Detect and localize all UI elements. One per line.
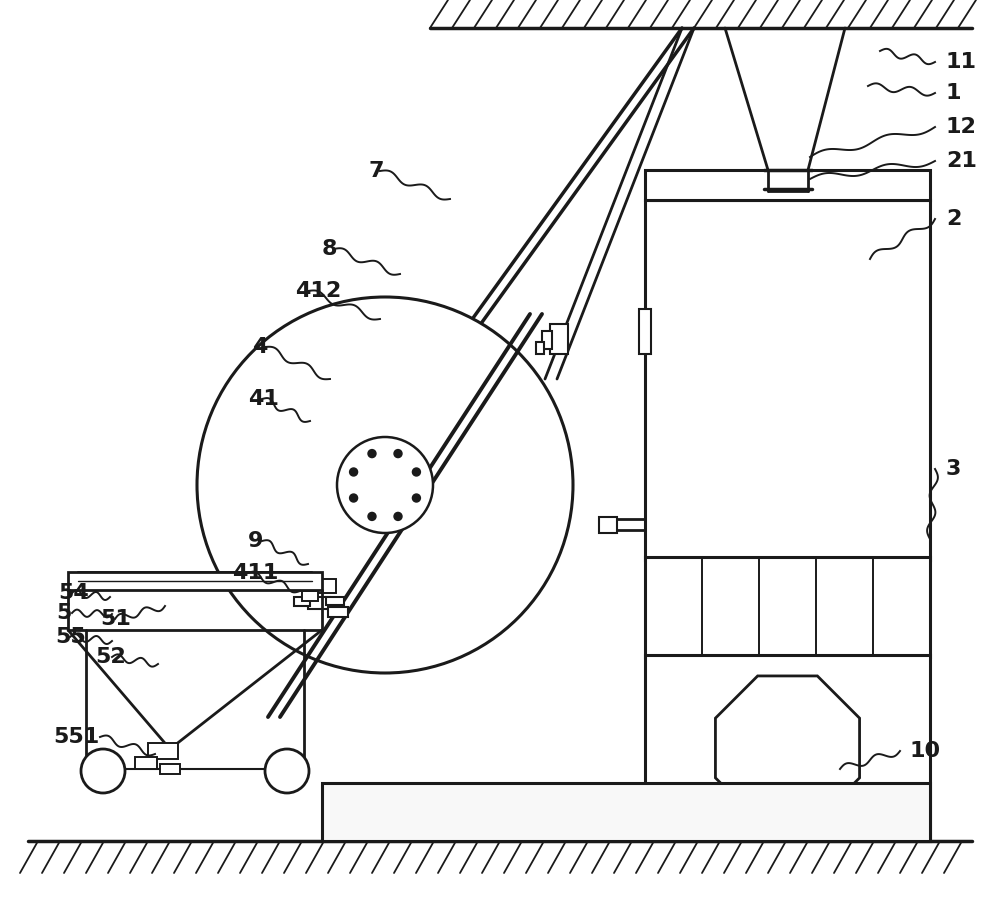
Bar	[326, 597, 344, 605]
Bar	[68, 572, 322, 590]
Circle shape	[350, 468, 358, 476]
Bar	[645, 170, 930, 200]
Text: 7: 7	[368, 161, 384, 181]
Text: 411: 411	[232, 563, 278, 583]
Circle shape	[350, 494, 358, 502]
Circle shape	[368, 450, 376, 457]
Circle shape	[265, 749, 309, 793]
Circle shape	[394, 450, 402, 457]
Bar	[536, 342, 544, 354]
Polygon shape	[715, 676, 860, 820]
Bar	[148, 743, 178, 759]
Text: 412: 412	[295, 281, 341, 301]
Circle shape	[394, 513, 402, 521]
Text: 54: 54	[58, 583, 89, 603]
Bar	[645, 200, 930, 560]
Text: 51: 51	[100, 609, 131, 629]
Bar	[160, 764, 180, 774]
Bar	[294, 597, 310, 606]
Text: 55: 55	[55, 627, 86, 647]
Text: 2: 2	[946, 209, 961, 229]
Bar	[302, 591, 318, 601]
Text: 12: 12	[946, 117, 977, 137]
Bar	[542, 331, 552, 349]
Text: 4: 4	[252, 337, 267, 357]
Bar	[645, 557, 930, 657]
Circle shape	[81, 749, 125, 793]
Text: 3: 3	[946, 459, 961, 479]
Bar	[322, 783, 930, 841]
Bar	[328, 607, 348, 617]
Circle shape	[337, 437, 433, 533]
Text: 1: 1	[946, 83, 962, 103]
Text: 9: 9	[248, 531, 263, 551]
Text: 52: 52	[95, 647, 126, 667]
Text: 41: 41	[248, 389, 279, 409]
Circle shape	[412, 494, 420, 502]
Circle shape	[368, 513, 376, 521]
Bar	[550, 324, 568, 354]
Text: 8: 8	[322, 239, 338, 259]
Bar	[135, 757, 157, 769]
Bar	[316, 579, 336, 593]
Bar	[308, 597, 330, 609]
Circle shape	[197, 297, 573, 673]
Text: 11: 11	[946, 52, 977, 72]
Text: 551: 551	[53, 727, 99, 747]
Circle shape	[412, 468, 420, 476]
Bar	[639, 309, 651, 354]
Bar	[645, 655, 930, 841]
Text: 21: 21	[946, 151, 977, 171]
Bar	[599, 517, 617, 533]
Text: 5: 5	[56, 603, 71, 623]
Text: 10: 10	[910, 741, 941, 761]
